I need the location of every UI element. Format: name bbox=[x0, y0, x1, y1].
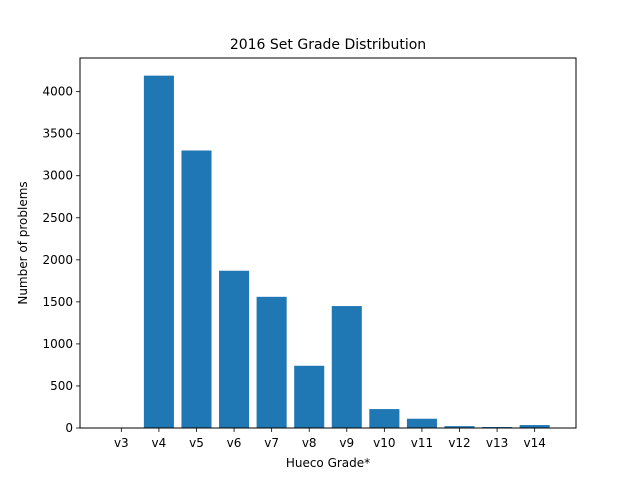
bar-v4 bbox=[143, 75, 174, 428]
bar-v9 bbox=[331, 306, 362, 428]
y-tick-label: 2000 bbox=[42, 253, 73, 267]
x-tick-label: v8 bbox=[302, 436, 317, 450]
y-tick-label: 1500 bbox=[42, 295, 73, 309]
bar-v6 bbox=[219, 270, 250, 428]
y-tick-label: 4000 bbox=[42, 85, 73, 99]
y-tick-label: 1000 bbox=[42, 337, 73, 351]
y-tick-label: 0 bbox=[65, 421, 73, 435]
x-tick-label: v9 bbox=[339, 436, 354, 450]
bar-v11 bbox=[406, 418, 437, 428]
x-tick-label: v13 bbox=[486, 436, 508, 450]
chart-title: 2016 Set Grade Distribution bbox=[230, 37, 426, 53]
x-tick-label: v4 bbox=[152, 436, 167, 450]
y-tick-label: 3500 bbox=[42, 127, 73, 141]
x-axis-ticks: v3 v4 v5 v6 v7 v8 v9 v10 v11 v12 v13 v14 bbox=[114, 428, 546, 450]
x-tick-label: v12 bbox=[448, 436, 470, 450]
bar-v14 bbox=[519, 425, 550, 428]
x-tick-label: v10 bbox=[373, 436, 395, 450]
plot-frame bbox=[79, 57, 577, 429]
y-tick-label: 2500 bbox=[42, 211, 73, 225]
x-tick-label: v11 bbox=[411, 436, 433, 450]
y-tick-label: 500 bbox=[50, 379, 73, 393]
bar-v12 bbox=[444, 426, 475, 428]
bar-v7 bbox=[256, 296, 287, 428]
bar-v10 bbox=[369, 409, 400, 428]
x-tick-label: v3 bbox=[114, 436, 129, 450]
x-tick-label: v14 bbox=[523, 436, 545, 450]
bar-v5 bbox=[181, 150, 212, 428]
x-tick-label: v7 bbox=[264, 436, 279, 450]
bar-v13 bbox=[482, 426, 513, 428]
y-axis-label: Number of problems bbox=[16, 181, 30, 304]
bars-group bbox=[143, 75, 550, 428]
bar-v8 bbox=[294, 365, 325, 428]
y-axis-ticks: 0 500 1000 1500 2000 2500 3000 3500 4000 bbox=[42, 85, 80, 435]
x-axis-label: Hueco Grade* bbox=[286, 456, 370, 470]
y-tick-label: 3000 bbox=[42, 169, 73, 183]
x-tick-label: v6 bbox=[227, 436, 242, 450]
x-tick-label: v5 bbox=[189, 436, 204, 450]
